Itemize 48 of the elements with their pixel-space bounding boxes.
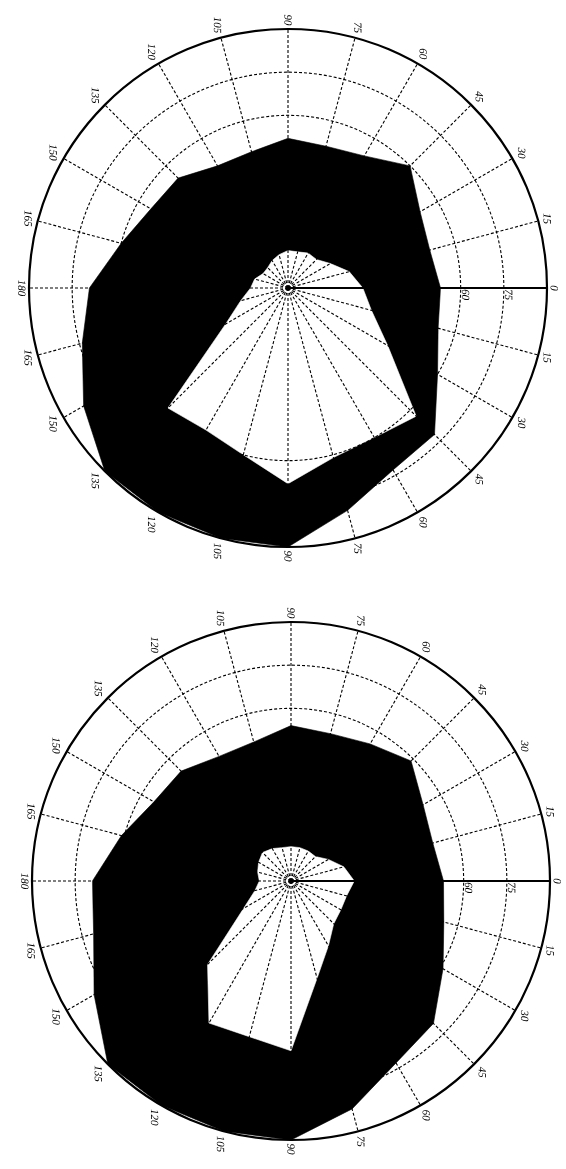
spoke-label: 60 <box>419 517 427 528</box>
spoke-label: 165 <box>27 942 35 959</box>
spoke-label: 60 <box>422 1110 430 1121</box>
spoke-label: 165 <box>24 349 32 366</box>
spoke-label: 75 <box>354 22 362 33</box>
spoke-label: 150 <box>52 737 60 754</box>
spoke-label: 30 <box>517 417 526 429</box>
spoke-label: 75 <box>357 1136 365 1147</box>
spoke-label: 165 <box>24 210 32 227</box>
spoke-label: 30 <box>520 740 529 752</box>
spoke-label: 45 <box>475 91 483 102</box>
spoke-label: 165 <box>27 803 35 820</box>
spoke-label: 105 <box>216 610 225 626</box>
spoke-label: 135 <box>91 87 100 104</box>
spoke-label: 105 <box>213 543 222 559</box>
spoke-label: 0 <box>553 878 561 884</box>
spoke-label: 135 <box>94 1065 103 1082</box>
spoke-label: 150 <box>52 1008 60 1025</box>
spoke-label: 150 <box>49 144 57 161</box>
spoke-label: 60 <box>422 641 430 653</box>
spoke-label: 45 <box>475 473 483 485</box>
spoke-label: 105 <box>213 17 222 33</box>
spoke-label: 135 <box>91 472 100 489</box>
spoke-label: 120 <box>150 1109 159 1126</box>
spoke-label: 0 <box>550 285 558 291</box>
spoke-label: 15 <box>543 352 551 363</box>
spoke-label: 180 <box>18 280 26 297</box>
spoke-label: 30 <box>520 1010 529 1022</box>
spoke-label: 120 <box>150 636 159 653</box>
spoke-label: 90 <box>287 607 295 619</box>
spoke-label: 75 <box>354 543 362 554</box>
spoke-label: 150 <box>49 415 57 432</box>
spoke-label: 30 <box>517 147 526 159</box>
spoke-label: 90 <box>287 1143 295 1155</box>
spoke-label: 90 <box>284 550 292 562</box>
spoke-label: 15 <box>546 806 554 817</box>
spoke-label: 45 <box>478 684 486 695</box>
spoke-label: 15 <box>543 213 551 224</box>
spoke-label: 75 <box>357 615 365 626</box>
spoke-label: 120 <box>147 43 156 60</box>
spoke-label: 120 <box>147 516 156 533</box>
spoke-label: 45 <box>478 1066 486 1078</box>
spoke-label: 105 <box>216 1136 225 1152</box>
spoke-label: 15 <box>546 945 554 956</box>
spoke-label: 180 <box>21 873 29 890</box>
spoke-label: 60 <box>419 48 427 60</box>
spoke-label: 90 <box>284 14 292 26</box>
spoke-label: 135 <box>94 680 103 697</box>
